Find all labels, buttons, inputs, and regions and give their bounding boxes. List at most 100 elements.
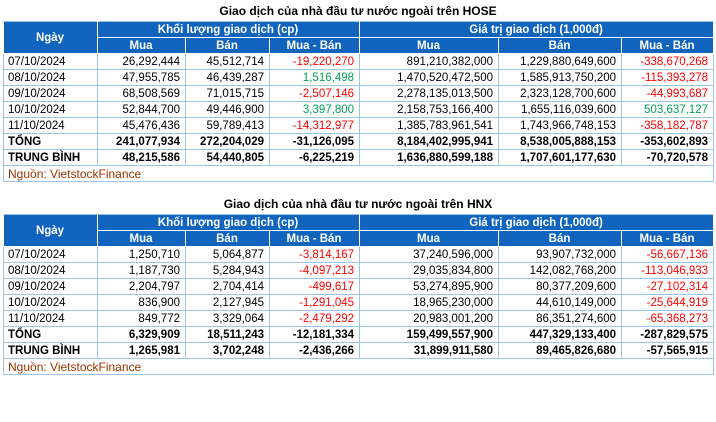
- volume-sell-cell: 59,789,413: [185, 117, 270, 134]
- value-sell-header: Bán: [498, 230, 623, 247]
- volume-buy-header: Mua: [97, 37, 186, 54]
- value-sell-cell: 89,465,826,680: [498, 342, 623, 359]
- volume-buy-cell: 2,204,797: [97, 278, 186, 295]
- date-cell: 07/10/2024: [3, 53, 98, 70]
- volume-net-cell: -12,181,334: [268, 326, 361, 343]
- value-sell-cell: 1,229,880,649,600: [498, 53, 623, 70]
- volume-buy-cell: 45,476,436: [97, 117, 186, 134]
- value-buy-header: Mua: [359, 230, 500, 247]
- source-row: Nguồn: VietstockFinance: [2, 165, 715, 182]
- volume-buy-cell: 68,508,569: [97, 85, 186, 102]
- value-net-header: Mua - Bán: [621, 37, 715, 54]
- table-row: 11/10/2024 849,772 3,329,064 -2,479,292 …: [3, 310, 715, 327]
- date-cell: 10/10/2024: [3, 294, 98, 311]
- value-buy-cell: 891,210,382,000: [359, 53, 500, 70]
- table-row: 09/10/2024 68,508,569 71,015,715 -2,507,…: [3, 85, 715, 102]
- hose-table-header: Ngày Khối lượng giao dịch (cp) Giá trị g…: [3, 21, 715, 54]
- volume-net-cell: 3,397,800: [268, 101, 361, 118]
- volume-net-header: Mua - Bán: [268, 230, 361, 247]
- average-row: TRUNG BÌNH 48,215,586 54,440,805 -6,225,…: [3, 149, 715, 166]
- value-net-cell: -113,046,933: [621, 262, 715, 279]
- value-net-cell: -287,829,575: [621, 326, 715, 343]
- value-buy-cell: 31,899,911,580: [359, 342, 500, 359]
- value-buy-cell: 53,274,895,900: [359, 278, 500, 295]
- volume-group-header: Khối lượng giao dịch (cp): [96, 214, 361, 231]
- date-cell: 09/10/2024: [3, 278, 98, 295]
- value-sell-cell: 1,707,601,177,630: [498, 149, 623, 166]
- volume-buy-cell: 47,955,785: [97, 69, 186, 86]
- total-row: TỔNG 6,329,909 18,511,243 -12,181,334 15…: [3, 326, 715, 343]
- value-buy-cell: 159,499,557,900: [359, 326, 500, 343]
- value-buy-cell: 8,184,402,995,941: [359, 133, 500, 150]
- volume-sell-cell: 45,512,714: [185, 53, 270, 70]
- volume-sell-cell: 71,015,715: [185, 85, 270, 102]
- volume-buy-cell: 241,077,934: [97, 133, 186, 150]
- volume-net-cell: -14,312,977: [268, 117, 361, 134]
- volume-net-cell: -19,220,270: [268, 53, 361, 70]
- table-row: 10/10/2024 52,844,700 49,446,900 3,397,8…: [3, 101, 715, 118]
- volume-sell-cell: 272,204,029: [185, 133, 270, 150]
- table-row: 10/10/2024 836,900 2,127,945 -1,291,045 …: [3, 294, 715, 311]
- value-net-cell: -358,182,787: [621, 117, 715, 134]
- volume-buy-cell: 48,215,586: [97, 149, 186, 166]
- volume-sell-cell: 18,511,243: [185, 326, 270, 343]
- volume-sell-cell: 2,704,414: [185, 278, 270, 295]
- hose-table-title: Giao dịch của nhà đầu tư nước ngoài trên…: [219, 4, 497, 18]
- header-row-subcolumns: Mua Bán Mua - Bán Mua Bán Mua - Bán: [4, 37, 715, 54]
- volume-buy-cell: 1,187,730: [97, 262, 186, 279]
- value-buy-cell: 2,158,753,166,400: [359, 101, 500, 118]
- value-group-header: Giá trị giao dịch (1,000đ): [359, 214, 715, 231]
- date-column-header: Ngày: [3, 21, 98, 54]
- value-sell-header: Bán: [498, 37, 623, 54]
- volume-sell-header: Bán: [185, 37, 270, 54]
- value-buy-cell: 29,035,834,800: [359, 262, 500, 279]
- volume-sell-cell: 5,284,943: [185, 262, 270, 279]
- value-sell-cell: 44,610,149,000: [498, 294, 623, 311]
- volume-sell-header: Bán: [185, 230, 270, 247]
- value-net-header: Mua - Bán: [621, 230, 715, 247]
- total-label: TỔNG: [3, 326, 98, 343]
- volume-sell-cell: 5,064,877: [185, 246, 270, 263]
- volume-net-cell: -499,617: [268, 278, 361, 295]
- header-row-subcolumns: Mua Bán Mua - Bán Mua Bán Mua - Bán: [4, 230, 715, 247]
- average-label: TRUNG BÌNH: [3, 149, 98, 166]
- volume-net-cell: -31,126,095: [268, 133, 361, 150]
- value-group-header: Giá trị giao dịch (1,000đ): [359, 21, 715, 38]
- value-sell-cell: 447,329,133,400: [498, 326, 623, 343]
- hnx-table-header: Ngày Khối lượng giao dịch (cp) Giá trị g…: [3, 214, 715, 247]
- table-row: 09/10/2024 2,204,797 2,704,414 -499,617 …: [3, 278, 715, 295]
- value-net-cell: -27,102,314: [621, 278, 715, 295]
- volume-buy-cell: 6,329,909: [97, 326, 186, 343]
- value-buy-cell: 2,278,135,013,500: [359, 85, 500, 102]
- value-buy-cell: 20,983,001,200: [359, 310, 500, 327]
- date-cell: 11/10/2024: [3, 117, 98, 134]
- volume-buy-cell: 1,265,981: [97, 342, 186, 359]
- volume-net-cell: 1,516,498: [268, 69, 361, 86]
- date-cell: 11/10/2024: [3, 310, 98, 327]
- table-row: 07/10/2024 1,250,710 5,064,877 -3,814,16…: [3, 246, 715, 263]
- value-buy-cell: 1,385,783,961,541: [359, 117, 500, 134]
- source-row: Nguồn: VietstockFinance: [2, 358, 715, 375]
- volume-net-header: Mua - Bán: [268, 37, 361, 54]
- volume-sell-cell: 2,127,945: [185, 294, 270, 311]
- volume-buy-cell: 52,844,700: [97, 101, 186, 118]
- volume-net-cell: -3,814,167: [268, 246, 361, 263]
- volume-sell-cell: 49,446,900: [185, 101, 270, 118]
- value-net-cell: -353,602,893: [621, 133, 715, 150]
- date-cell: 09/10/2024: [3, 85, 98, 102]
- value-net-cell: -70,720,578: [621, 149, 715, 166]
- value-sell-cell: 142,082,768,200: [498, 262, 623, 279]
- value-sell-cell: 1,743,966,748,153: [498, 117, 623, 134]
- volume-net-cell: -2,479,292: [268, 310, 361, 327]
- date-cell: 10/10/2024: [3, 101, 98, 118]
- value-sell-cell: 1,585,913,750,200: [498, 69, 623, 86]
- value-net-cell: -44,993,687: [621, 85, 715, 102]
- date-cell: 08/10/2024: [3, 69, 98, 86]
- value-net-cell: -338,670,268: [621, 53, 715, 70]
- volume-sell-cell: 54,440,805: [185, 149, 270, 166]
- volume-buy-cell: 849,772: [97, 310, 186, 327]
- value-buy-cell: 1,636,880,599,188: [359, 149, 500, 166]
- total-row: TỔNG 241,077,934 272,204,029 -31,126,095…: [3, 133, 715, 150]
- value-sell-cell: 93,907,732,000: [498, 246, 623, 263]
- date-cell: 08/10/2024: [3, 262, 98, 279]
